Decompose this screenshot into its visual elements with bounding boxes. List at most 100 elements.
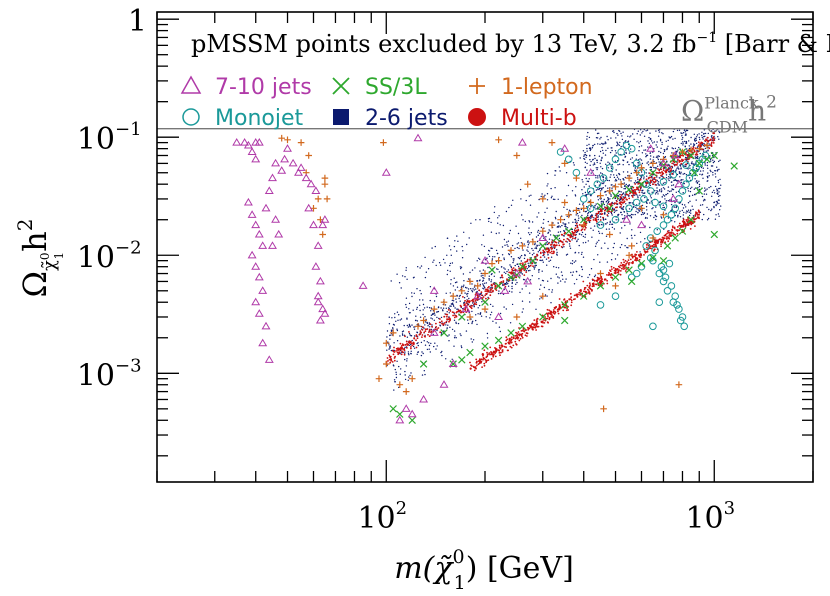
point-multi-b: [581, 228, 584, 231]
point-2-6-jets: [434, 245, 436, 248]
point-multi-b: [573, 294, 576, 297]
point-2-6-jets: [699, 152, 701, 155]
marker-triangle: [251, 297, 261, 306]
point-multi-b: [696, 153, 699, 156]
point-2-6-jets: [649, 166, 651, 169]
point-multi-b: [472, 300, 474, 303]
point-2-6-jets: [643, 178, 645, 180]
point-2-6-jets: [395, 371, 397, 373]
point-2-6-jets: [539, 259, 541, 261]
marker-plus: [513, 313, 521, 321]
point-multi-b: [634, 253, 637, 256]
point-multi-b: [678, 222, 681, 225]
marker-plus: [617, 180, 625, 188]
point-2-6-jets: [413, 328, 416, 330]
point-2-6-jets: [668, 179, 670, 182]
point-2-6-jets: [701, 204, 704, 206]
point-2-6-jets: [419, 289, 421, 292]
point-2-6-jets: [698, 136, 700, 139]
point-2-6-jets: [546, 264, 548, 266]
marker-triangle: [494, 312, 504, 321]
point-2-6-jets: [505, 308, 507, 310]
point-multi-b: [431, 325, 433, 328]
point-2-6-jets: [632, 214, 634, 216]
point-2-6-jets: [543, 196, 545, 198]
point-2-6-jets: [475, 319, 477, 322]
point-2-6-jets: [622, 171, 625, 173]
point-2-6-jets: [708, 186, 710, 189]
point-2-6-jets: [530, 194, 532, 196]
point-2-6-jets: [601, 156, 603, 159]
point-2-6-jets: [563, 230, 565, 233]
point-2-6-jets: [701, 131, 703, 133]
point-2-6-jets: [692, 208, 694, 211]
point-multi-b: [609, 274, 612, 277]
point-2-6-jets: [534, 266, 536, 268]
point-multi-b: [429, 323, 432, 325]
point-2-6-jets: [503, 267, 505, 269]
point-2-6-jets: [717, 179, 719, 182]
point-2-6-jets: [592, 229, 594, 231]
point-2-6-jets: [538, 249, 541, 252]
point-2-6-jets: [588, 274, 591, 276]
marker-triangle: [311, 186, 321, 195]
point-2-6-jets: [404, 346, 406, 349]
point-2-6-jets: [472, 339, 475, 341]
point-2-6-jets: [690, 136, 692, 139]
point-multi-b: [677, 158, 679, 161]
point-2-6-jets: [554, 174, 556, 176]
point-2-6-jets: [715, 204, 717, 207]
point-2-6-jets: [679, 176, 681, 178]
point-2-6-jets: [566, 195, 568, 197]
point-multi-b: [645, 244, 648, 246]
point-2-6-jets: [619, 193, 621, 196]
point-2-6-jets: [685, 212, 687, 214]
point-multi-b: [447, 318, 450, 321]
point-2-6-jets: [582, 256, 585, 258]
point-2-6-jets: [595, 177, 597, 179]
point-2-6-jets: [706, 161, 709, 164]
marker-triangle: [637, 220, 646, 229]
point-2-6-jets: [408, 332, 411, 335]
point-2-6-jets: [621, 138, 624, 141]
point-2-6-jets: [586, 135, 588, 138]
point-multi-b: [528, 327, 531, 330]
point-2-6-jets: [668, 169, 670, 171]
marker-plus: [408, 375, 416, 382]
point-2-6-jets: [615, 152, 617, 154]
point-2-6-jets: [609, 220, 611, 223]
point-multi-b: [520, 270, 523, 272]
point-multi-b: [598, 277, 601, 280]
point-multi-b: [560, 245, 563, 248]
point-multi-b: [512, 337, 515, 340]
point-multi-b: [550, 316, 553, 318]
point-2-6-jets: [599, 190, 602, 192]
marker-plus: [319, 231, 326, 238]
point-multi-b: [499, 347, 502, 350]
point-2-6-jets: [691, 205, 693, 207]
point-2-6-jets: [711, 195, 713, 197]
point-2-6-jets: [393, 379, 396, 381]
point-2-6-jets: [679, 165, 682, 167]
marker-triangle: [264, 186, 274, 195]
point-2-6-jets: [410, 353, 412, 355]
y-tick-label-1: 1: [128, 4, 147, 39]
point-multi-b: [511, 338, 513, 341]
point-2-6-jets: [557, 222, 559, 224]
point-2-6-jets: [682, 144, 684, 146]
point-2-6-jets: [668, 170, 670, 173]
marker-plus: [561, 199, 568, 206]
point-2-6-jets: [606, 135, 608, 138]
point-multi-b: [393, 351, 396, 353]
point-2-6-jets: [639, 194, 641, 196]
point-2-6-jets: [445, 307, 447, 309]
point-2-6-jets: [562, 278, 564, 280]
point-2-6-jets: [690, 212, 692, 214]
point-2-6-jets: [587, 212, 590, 214]
marker-triangle: [429, 328, 439, 336]
point-2-6-jets: [410, 372, 412, 374]
point-2-6-jets: [610, 166, 612, 168]
point-2-6-jets: [503, 238, 506, 241]
point-2-6-jets: [454, 281, 457, 284]
point-multi-b: [634, 183, 637, 185]
